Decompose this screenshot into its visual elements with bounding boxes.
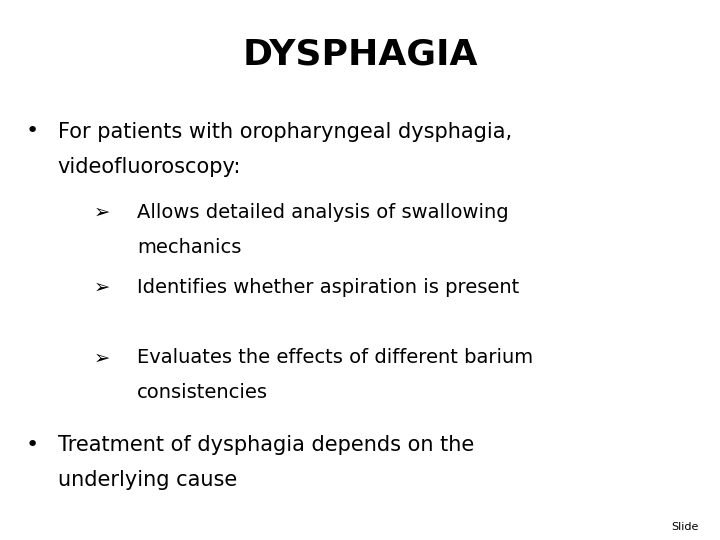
Text: For patients with oropharyngeal dysphagia,: For patients with oropharyngeal dysphagi… xyxy=(58,122,512,141)
Text: ➢: ➢ xyxy=(94,278,110,297)
Text: •: • xyxy=(25,435,38,455)
Text: Identifies whether aspiration is present: Identifies whether aspiration is present xyxy=(137,278,519,297)
Text: DYSPHAGIA: DYSPHAGIA xyxy=(242,38,478,72)
Text: Allows detailed analysis of swallowing: Allows detailed analysis of swallowing xyxy=(137,202,508,221)
Text: •: • xyxy=(25,122,38,141)
Text: mechanics: mechanics xyxy=(137,238,241,256)
Text: ➢: ➢ xyxy=(94,202,110,221)
Text: consistencies: consistencies xyxy=(137,383,268,402)
Text: Treatment of dysphagia depends on the: Treatment of dysphagia depends on the xyxy=(58,435,474,455)
Text: underlying cause: underlying cause xyxy=(58,470,237,490)
Text: Slide: Slide xyxy=(671,522,698,532)
Text: videofluoroscopy:: videofluoroscopy: xyxy=(58,157,241,177)
Text: ➢: ➢ xyxy=(94,348,110,367)
Text: Evaluates the effects of different barium: Evaluates the effects of different bariu… xyxy=(137,348,533,367)
